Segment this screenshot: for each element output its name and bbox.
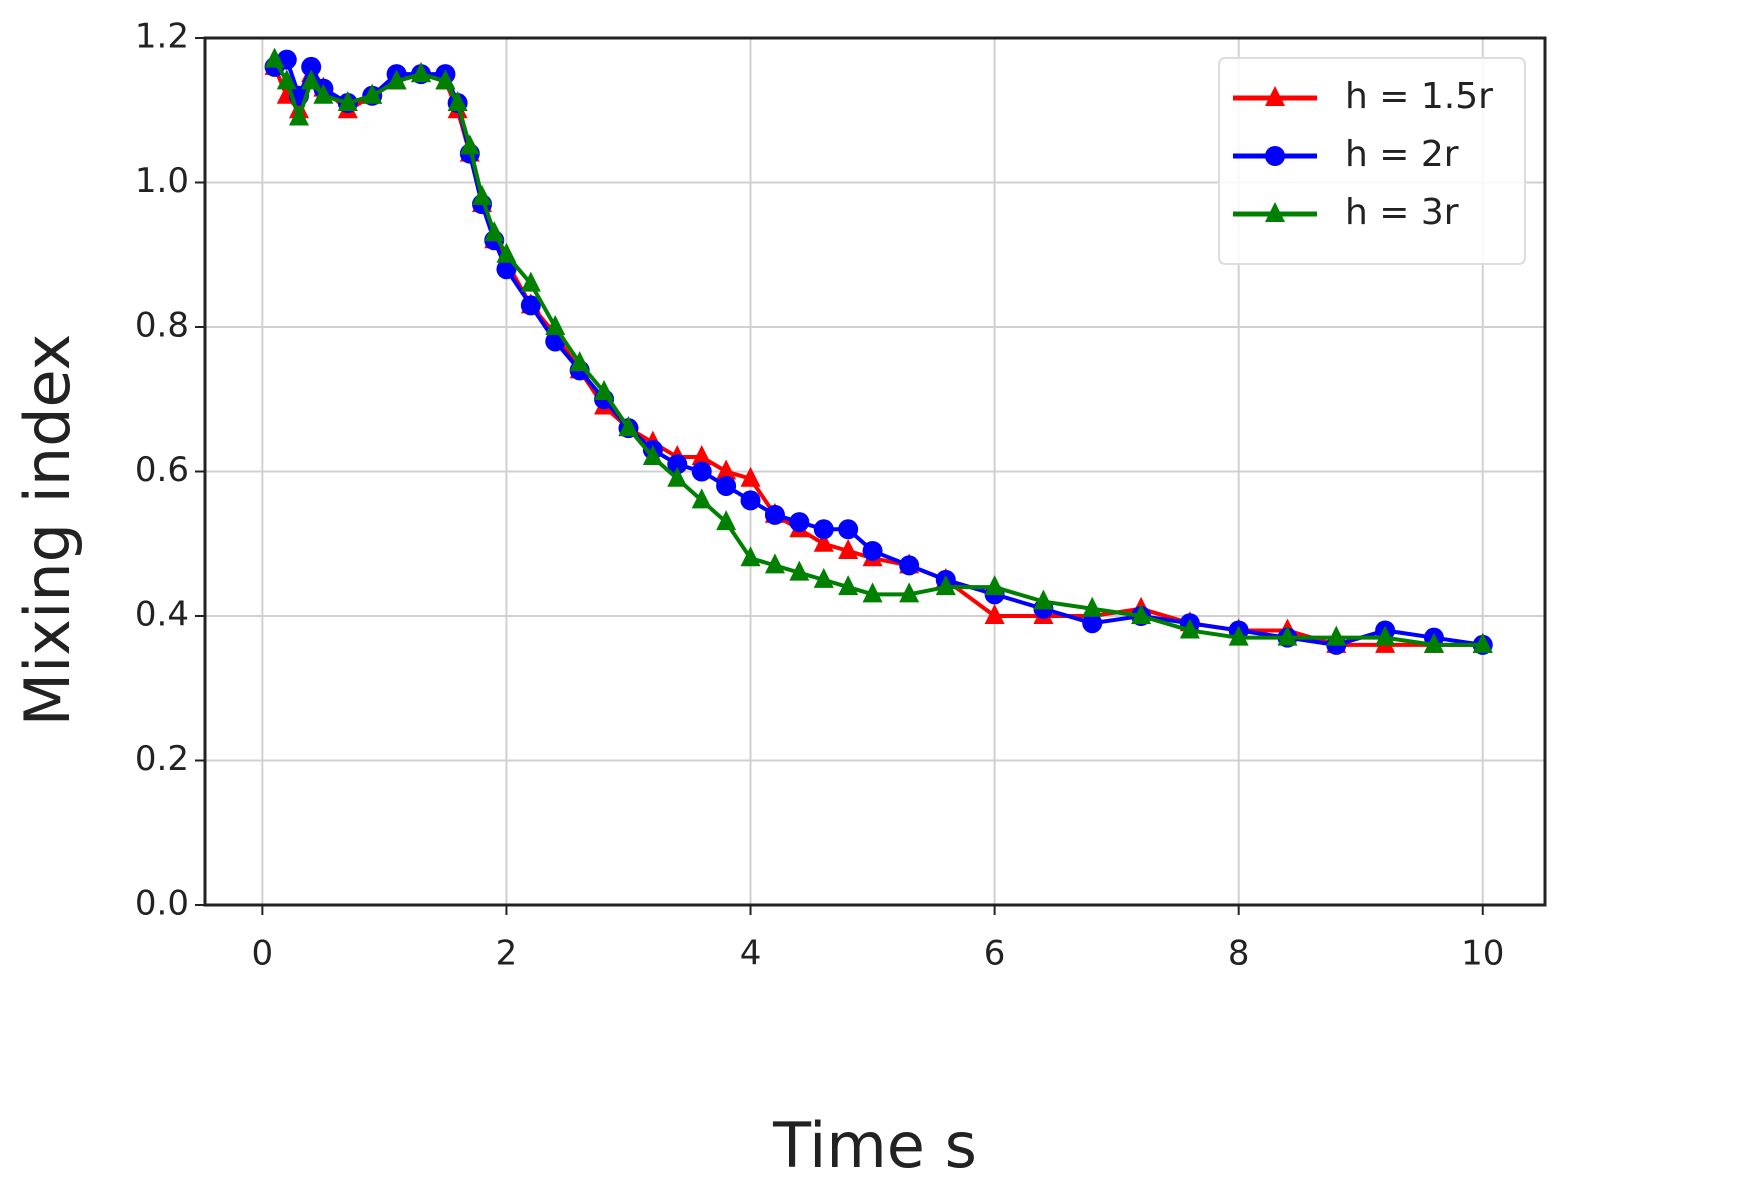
marker	[545, 315, 566, 335]
marker	[838, 538, 859, 559]
marker	[740, 490, 761, 511]
marker	[642, 445, 663, 466]
x-tick-label: 2	[496, 934, 518, 974]
marker	[459, 134, 480, 155]
marker	[435, 69, 456, 90]
marker	[789, 560, 810, 581]
marker	[716, 475, 737, 496]
marker	[1326, 625, 1347, 646]
legend: h = 1.5r h = 2r h = 3r	[1218, 57, 1526, 265]
marker	[411, 62, 432, 83]
marker	[301, 69, 322, 90]
marker	[740, 546, 761, 567]
x-tick-label: 8	[1228, 934, 1250, 974]
marker	[667, 454, 688, 475]
y-tick-label: 1.0	[135, 161, 189, 201]
marker	[691, 488, 712, 509]
y-tick-label: 0.6	[135, 450, 189, 490]
y-axis-label: Mixing index	[11, 334, 84, 727]
x-tick-label: 6	[984, 934, 1006, 974]
y-tick-label: 1.2	[135, 17, 189, 57]
marker	[740, 466, 761, 487]
x-tick-label: 10	[1461, 934, 1504, 974]
marker	[1179, 618, 1200, 639]
marker	[813, 531, 834, 552]
marker	[276, 69, 297, 90]
legend-marker	[1265, 202, 1285, 222]
marker	[984, 604, 1005, 624]
marker	[984, 575, 1005, 596]
marker	[618, 416, 639, 437]
marker	[594, 380, 615, 401]
y-tick-label: 0.8	[135, 306, 189, 346]
marker	[862, 582, 883, 603]
marker	[1228, 625, 1249, 646]
marker	[789, 512, 810, 533]
marker	[764, 504, 785, 525]
marker	[313, 83, 334, 104]
marker	[838, 575, 859, 596]
marker	[899, 555, 920, 576]
marker	[264, 47, 285, 68]
marker	[484, 221, 505, 242]
marker	[813, 519, 834, 540]
x-tick-label: 4	[740, 934, 762, 974]
marker	[716, 510, 737, 531]
marker	[472, 184, 493, 205]
plot-frame	[203, 36, 1547, 907]
marker	[447, 91, 468, 112]
y-tick-label: 0.4	[135, 595, 189, 635]
marker	[1375, 625, 1396, 646]
marker	[569, 351, 590, 372]
x-axis-label: Time s	[772, 1109, 977, 1182]
marker	[1277, 625, 1298, 646]
marker	[764, 553, 785, 574]
marker	[362, 83, 383, 104]
marker	[301, 56, 322, 77]
legend-label: h = 1.5r	[1345, 76, 1493, 117]
marker	[1082, 613, 1103, 634]
marker	[1131, 604, 1152, 624]
marker	[1472, 632, 1493, 653]
marker	[337, 91, 358, 112]
marker	[862, 540, 883, 561]
marker	[1033, 589, 1054, 610]
series	[264, 47, 1493, 653]
marker	[386, 69, 407, 90]
x-tick-label: 0	[252, 934, 274, 974]
legend-marker	[1265, 146, 1285, 166]
marker	[496, 259, 517, 280]
legend-label: h = 3r	[1345, 192, 1459, 233]
legend-label: h = 2r	[1345, 134, 1459, 175]
marker	[716, 459, 737, 480]
marker	[496, 242, 517, 263]
marker	[667, 466, 688, 487]
marker	[899, 582, 920, 603]
legend-marker	[1265, 86, 1285, 106]
marker	[520, 271, 541, 292]
marker	[813, 567, 834, 588]
marker	[935, 575, 956, 596]
marker	[691, 461, 712, 482]
y-tick-label: 0.0	[135, 884, 189, 924]
marker	[1423, 632, 1444, 653]
y-tick-label: 0.2	[135, 739, 189, 779]
marker	[1082, 596, 1103, 617]
marker	[691, 445, 712, 466]
marker	[288, 105, 309, 126]
marker	[838, 519, 859, 540]
marker	[520, 295, 541, 316]
